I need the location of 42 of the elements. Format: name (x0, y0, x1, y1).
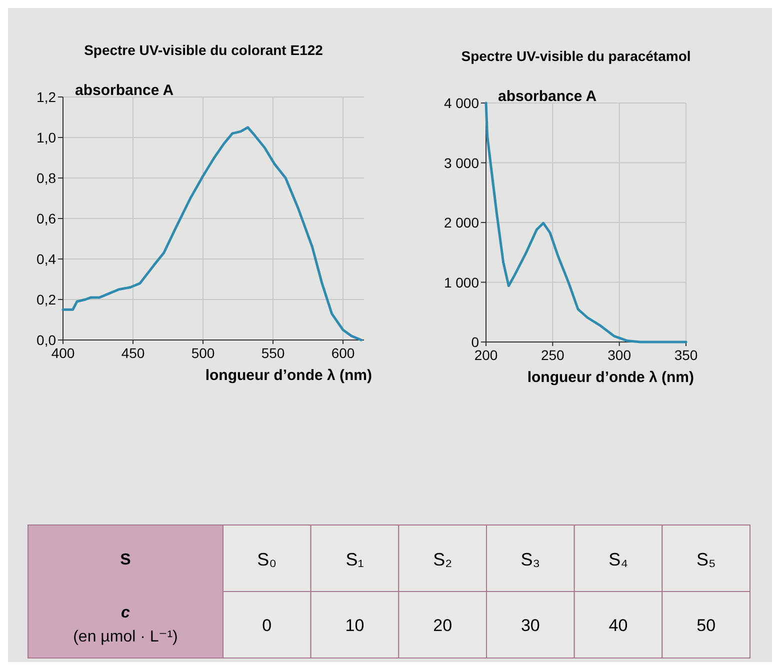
x-tick-label: 400 (51, 345, 75, 361)
category-label: S₄ (608, 549, 628, 570)
x-tick-label: 450 (121, 345, 145, 361)
y-tick-label: 4 000 (444, 95, 480, 111)
category-label: S₂ (433, 549, 452, 570)
chart-title: Spectre UV-visible du colorant E122 (84, 42, 324, 58)
y-tick-label: 1 000 (444, 274, 480, 290)
x-tick-label: 300 (608, 347, 632, 363)
x-tick-label: 500 (191, 345, 215, 361)
data-label: 20 (433, 616, 452, 635)
x-tick-label: 600 (331, 345, 355, 361)
y-tick-label: 0,0 (36, 332, 56, 348)
y-tick-label: 1,2 (36, 89, 56, 105)
x-tick-label: 200 (474, 347, 498, 363)
y-tick-label: 0,6 (36, 210, 56, 226)
y-tick-label: 1,0 (36, 130, 56, 146)
text: c (en µmol · L⁻¹) (73, 604, 178, 646)
y-tick-label: 2 000 (444, 214, 480, 230)
category-label: S₁ (346, 549, 364, 570)
category-label: S₅ (696, 549, 716, 570)
data-label: 40 (608, 616, 628, 635)
category-label: S₃ (520, 549, 540, 570)
y-axis-title: absorbance A (75, 82, 174, 99)
y-tick-label: 3 000 (444, 154, 480, 171)
category-label: S₀ (257, 549, 277, 570)
y-tick-label: 0 (471, 334, 480, 350)
data-label: 10 (345, 616, 364, 635)
line-series (484, 102, 688, 344)
x-tick-label: 250 (540, 347, 565, 363)
data-label: 0 (262, 616, 272, 635)
y-axis-title: absorbance A (498, 88, 597, 105)
y-tick-label: 0,4 (36, 251, 56, 267)
data-label: 50 (696, 616, 716, 635)
chart-title: Spectre UV-visible du paracétamol (461, 48, 691, 64)
data-label: 30 (520, 616, 540, 635)
x-axis-title: longueur d’onde λ (nm) (205, 367, 372, 384)
text: S (120, 551, 132, 568)
x-tick-label: 350 (674, 347, 698, 363)
x-axis-title: longueur d’onde λ (nm) (527, 369, 694, 386)
x-tick-label: 550 (261, 345, 285, 361)
y-tick-label: 0,8 (36, 170, 56, 186)
y-tick-label: 0,2 (36, 292, 56, 308)
